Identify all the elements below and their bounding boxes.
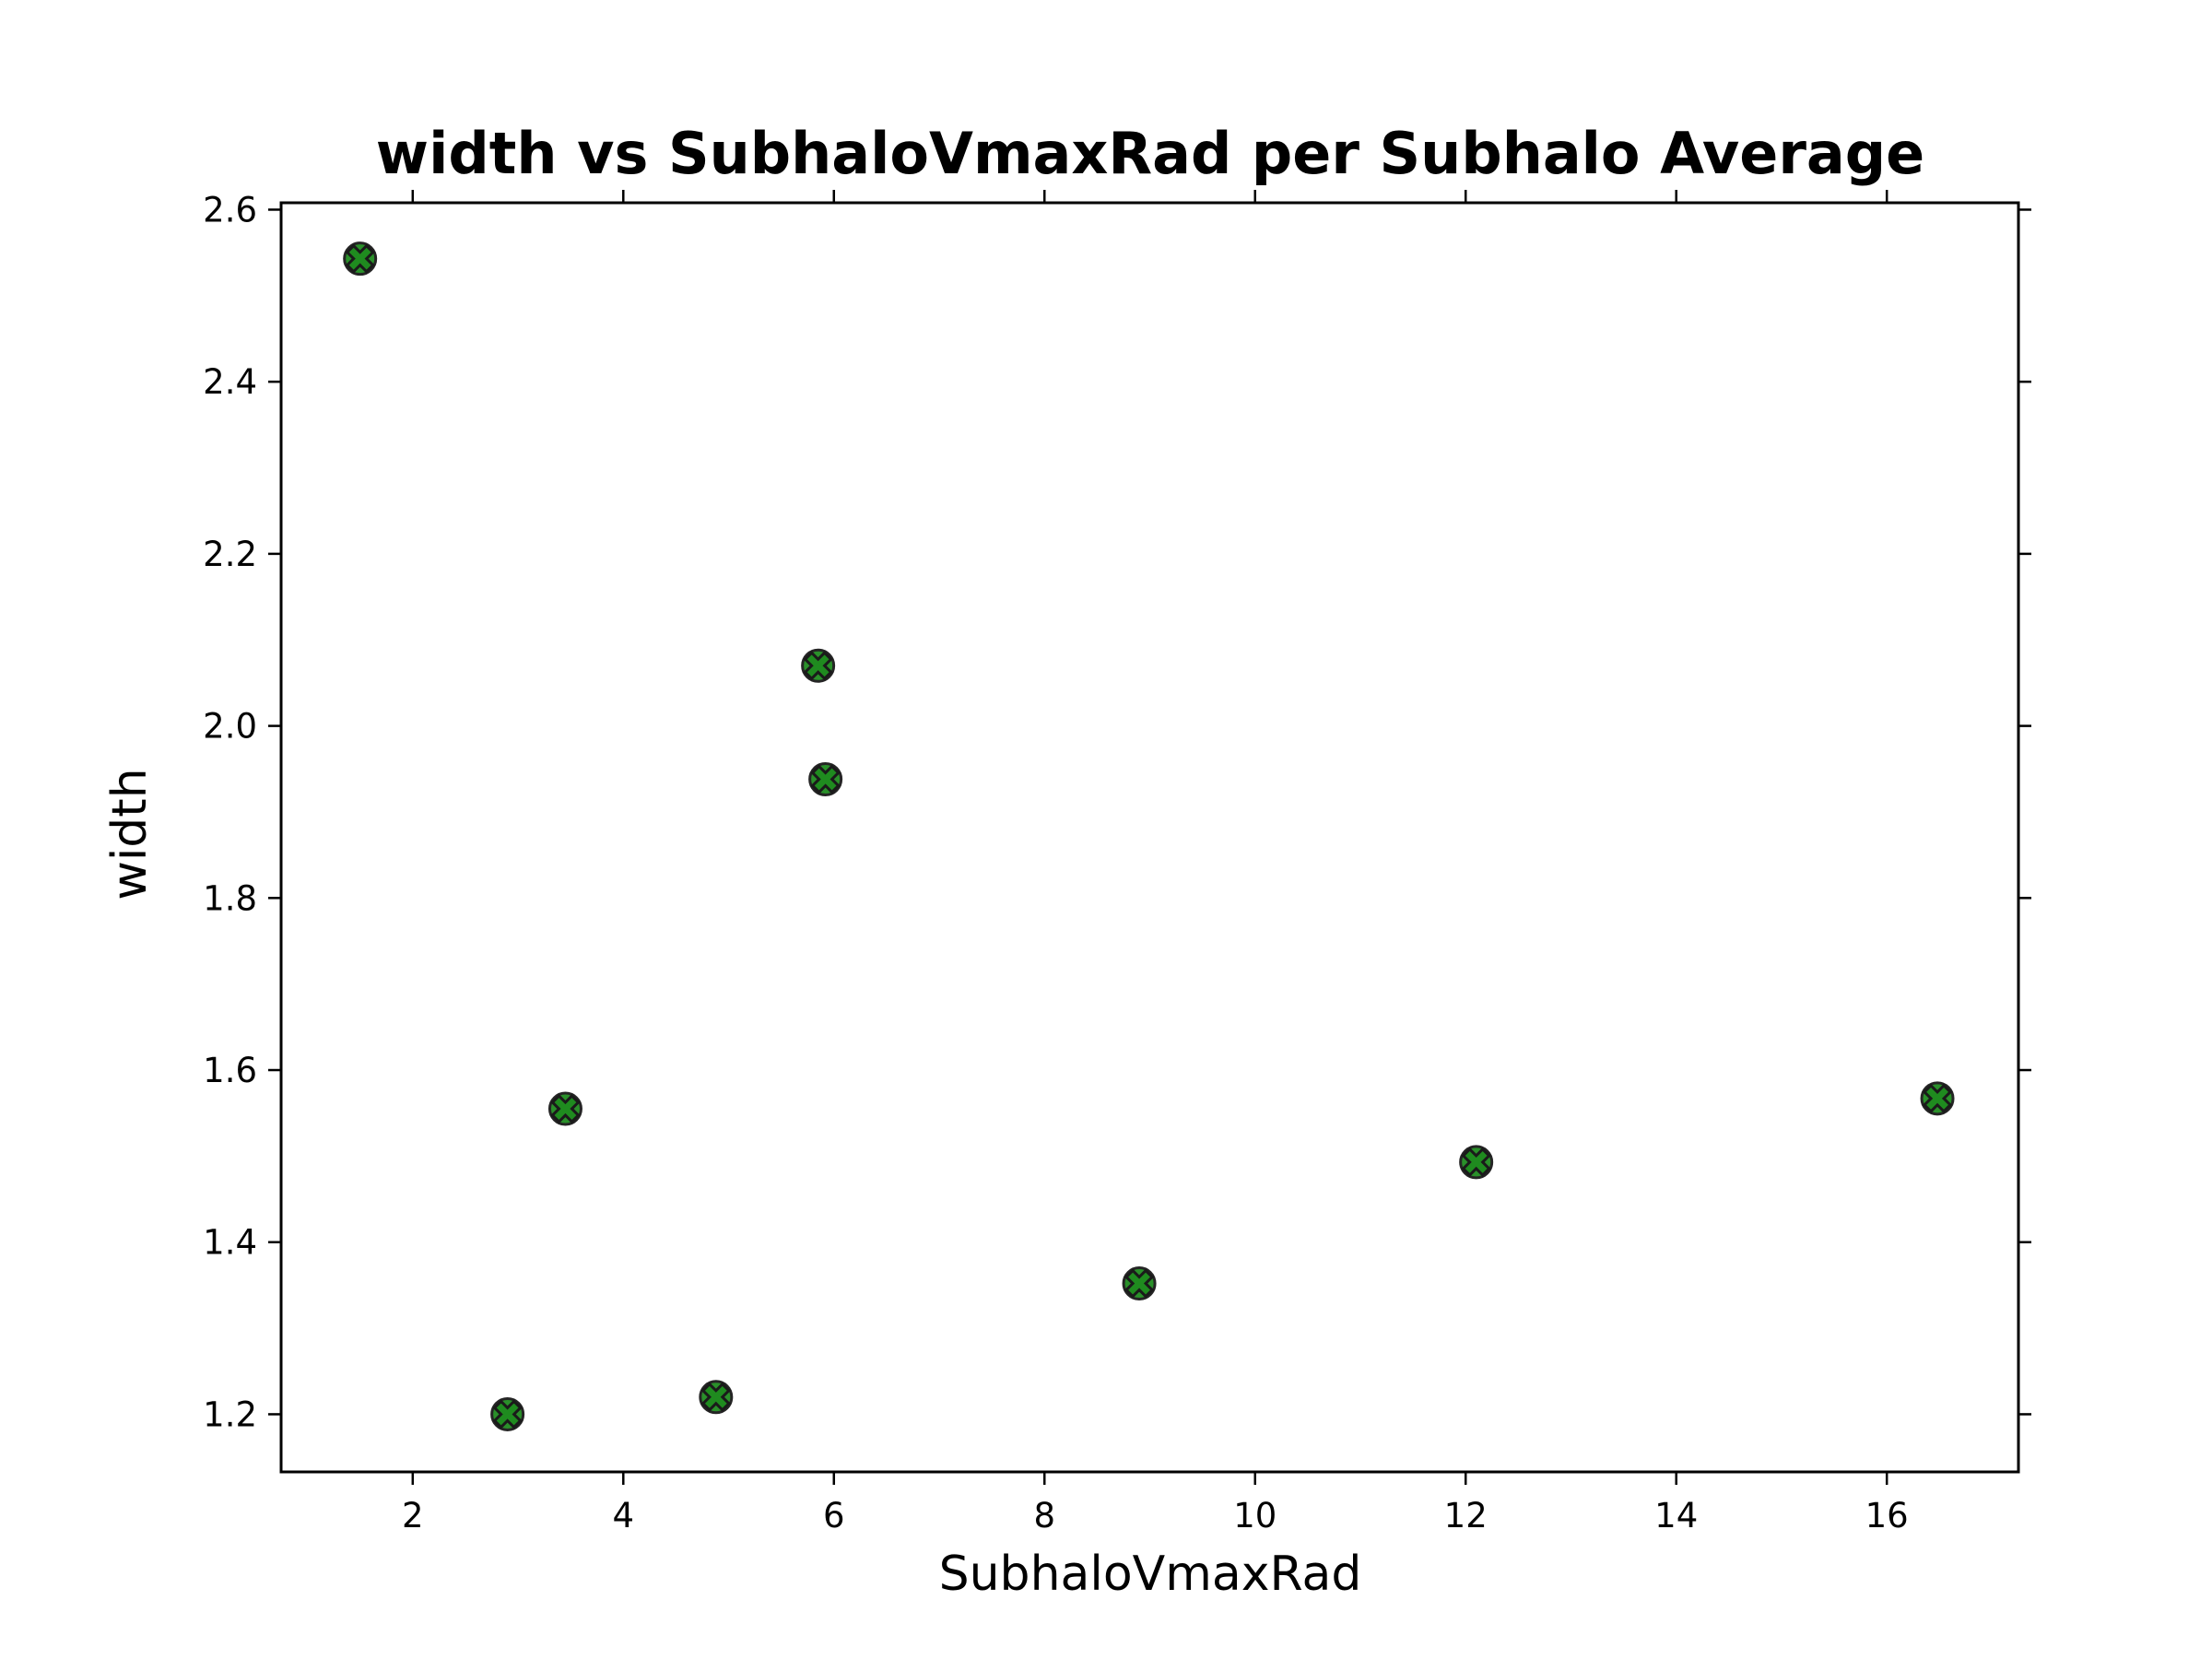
data-point [801,648,836,683]
y-tick-label: 2.6 [203,190,257,229]
data-point [1122,1266,1157,1301]
x-tick-label: 6 [823,1496,845,1535]
y-axis-label: width [102,768,158,900]
x-tick-label: 4 [613,1496,635,1535]
data-point [1459,1145,1494,1180]
data-points [343,241,1955,1431]
x-tick-label: 12 [1444,1496,1488,1535]
y-tick-label: 1.2 [203,1394,257,1434]
plot-frame [279,201,2020,1474]
x-axis-label: SubhaloVmaxRad [939,1547,1362,1602]
y-tick-label: 2.2 [203,535,257,574]
data-point [343,241,378,276]
x-tick-label: 10 [1233,1496,1277,1535]
y-tick-label: 2.0 [203,707,257,747]
data-point [490,1396,525,1431]
data-point [699,1380,734,1415]
y-tick-label: 2.4 [203,362,257,402]
y-tick-label: 1.6 [203,1051,257,1090]
data-point [1920,1081,1955,1116]
data-point [547,1091,582,1126]
y-tick-label: 1.8 [203,878,257,918]
x-tick-label: 8 [1033,1496,1055,1535]
y-axis-ticks: 1.2 1.4 1.6 1.8 2.0 2.2 2.4 2.6 [203,190,2031,1434]
x-tick-label: 2 [402,1496,424,1535]
x-tick-label: 14 [1654,1496,1698,1535]
x-tick-label: 16 [1865,1496,1909,1535]
chart-title: width vs SubhaloVmaxRad per Subhalo Aver… [376,120,1924,187]
x-axis-ticks: 2 4 6 8 10 12 14 16 [402,190,1909,1535]
y-tick-label: 1.4 [203,1223,257,1263]
data-point [808,761,843,796]
